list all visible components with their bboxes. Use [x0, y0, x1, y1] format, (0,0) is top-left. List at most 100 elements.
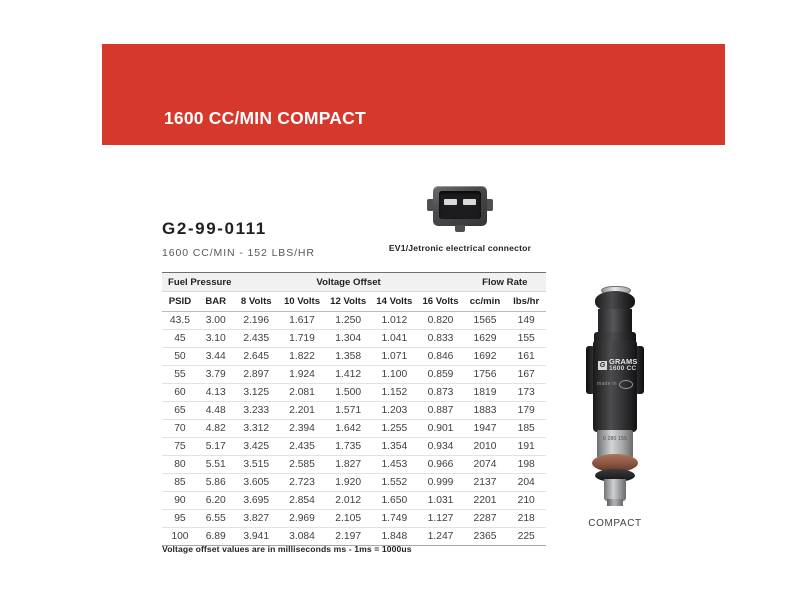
cell-lbs-hr: 185 [506, 419, 546, 438]
connector-blade-right [463, 199, 476, 205]
table-head: Fuel Pressure Voltage Offset Flow Rate P… [162, 272, 546, 312]
cell-16-volts: 1.031 [417, 491, 464, 510]
cell-12-volts: 2.197 [325, 527, 372, 546]
cell-16-volts: 1.247 [417, 527, 464, 546]
cell-bar: 4.48 [197, 401, 234, 420]
product-header: G2-99-0111 1600 CC/MIN - 152 LBS/HR [162, 219, 315, 259]
injector-neck [598, 309, 632, 335]
injector-flow-label: 1600 CC [609, 364, 637, 372]
cell-8-volts: 3.605 [233, 473, 279, 492]
cell-14-volts: 1.012 [371, 311, 418, 330]
cell-8-volts: 3.695 [233, 491, 279, 510]
connector-figure: EV1/Jetronic electrical connector [388, 186, 532, 253]
cell-14-volts: 1.071 [371, 347, 418, 366]
cell-bar: 5.86 [197, 473, 234, 492]
cell-16-volts: 0.859 [417, 365, 464, 384]
cell-bar: 4.13 [197, 383, 234, 402]
cell-16-volts: 0.873 [417, 383, 464, 402]
injector-oval-mark-icon [619, 380, 633, 389]
injector-black-ring [595, 469, 635, 482]
cell-12-volts: 1.412 [325, 365, 372, 384]
cell-8-volts: 2.645 [233, 347, 279, 366]
cell-14-volts: 1.203 [371, 401, 418, 420]
table-row: 70 4.82 3.312 2.394 1.642 1.255 0.901 1947 185 [162, 419, 546, 438]
cell-bar: 3.00 [197, 311, 234, 330]
cell-psid: 80 [162, 455, 198, 474]
cell-bar: 5.51 [197, 455, 234, 474]
cell-8-volts: 2.196 [233, 311, 279, 330]
cell-psid: 70 [162, 419, 198, 438]
cell-10-volts: 2.201 [278, 401, 326, 420]
cell-12-volts: 1.827 [325, 455, 372, 474]
cell-12-volts: 1.735 [325, 437, 372, 456]
cell-10-volts: 1.719 [278, 329, 326, 348]
cell-bar: 3.44 [197, 347, 234, 366]
cell-8-volts: 3.941 [233, 527, 279, 546]
cell-cc-min: 2074 [463, 455, 507, 474]
column-header-8-volts: 8 Volts [233, 291, 279, 312]
cell-psid: 100 [162, 527, 198, 546]
injector-steel-text: 0 280 155 [603, 436, 628, 442]
cell-16-volts: 0.999 [417, 473, 464, 492]
cell-16-volts: 0.887 [417, 401, 464, 420]
cell-12-volts: 2.105 [325, 509, 372, 528]
cell-cc-min: 1629 [463, 329, 507, 348]
cell-cc-min: 1692 [463, 347, 507, 366]
cell-lbs-hr: 161 [506, 347, 546, 366]
cell-16-volts: 0.934 [417, 437, 464, 456]
cell-psid: 90 [162, 491, 198, 510]
cell-16-volts: 0.966 [417, 455, 464, 474]
cell-10-volts: 1.924 [278, 365, 326, 384]
cell-14-volts: 1.354 [371, 437, 418, 456]
column-header-bar: BAR [197, 291, 234, 312]
cell-lbs-hr: 225 [506, 527, 546, 546]
cell-12-volts: 1.358 [325, 347, 372, 366]
cell-10-volts: 2.854 [278, 491, 326, 510]
cell-16-volts: 0.833 [417, 329, 464, 348]
cell-cc-min: 1565 [463, 311, 507, 330]
table-body: 43.5 3.00 2.196 1.617 1.250 1.012 0.820 1565 149… [162, 311, 546, 546]
cell-cc-min: 2365 [463, 527, 507, 546]
column-header-10-volts: 10 Volts [278, 291, 326, 312]
injector-brand-name: GRAMS [609, 357, 638, 366]
grams-logo-icon: G [598, 360, 607, 370]
cell-16-volts: 1.127 [417, 509, 464, 528]
cell-bar: 6.89 [197, 527, 234, 546]
cell-8-volts: 3.312 [233, 419, 279, 438]
column-header-14-volts: 14 Volts [371, 291, 418, 312]
table-row: 50 3.44 2.645 1.822 1.358 1.071 0.846 1692 161 [162, 347, 546, 366]
part-subtitle: 1600 CC/MIN - 152 LBS/HR [162, 247, 315, 259]
cell-cc-min: 2137 [463, 473, 507, 492]
cell-12-volts: 1.571 [325, 401, 372, 420]
table-row: 75 5.17 3.425 2.435 1.735 1.354 0.934 2010 191 [162, 437, 546, 456]
cell-10-volts: 1.617 [278, 311, 326, 330]
cell-14-volts: 1.453 [371, 455, 418, 474]
cell-psid: 75 [162, 437, 198, 456]
cell-10-volts: 3.084 [278, 527, 326, 546]
cell-lbs-hr: 179 [506, 401, 546, 420]
column-header-16-volts: 16 Volts [417, 291, 464, 312]
cell-14-volts: 1.100 [371, 365, 418, 384]
injector-clip-left [586, 346, 595, 394]
cell-lbs-hr: 167 [506, 365, 546, 384]
cell-cc-min: 2287 [463, 509, 507, 528]
cell-lbs-hr: 210 [506, 491, 546, 510]
injector-o-ring [592, 454, 638, 472]
cell-bar: 3.10 [197, 329, 234, 348]
cell-12-volts: 1.304 [325, 329, 372, 348]
table-group-header-row: Fuel Pressure Voltage Offset Flow Rate [162, 272, 546, 292]
cell-lbs-hr: 218 [506, 509, 546, 528]
cell-lbs-hr: 155 [506, 329, 546, 348]
table-row: 80 5.51 3.515 2.585 1.827 1.453 0.966 2074 198 [162, 455, 546, 474]
cell-14-volts: 1.749 [371, 509, 418, 528]
cell-lbs-hr: 198 [506, 455, 546, 474]
header-banner: 1600 CC/MIN COMPACT [102, 44, 725, 145]
column-header-12-volts: 12 Volts [325, 291, 372, 312]
cell-12-volts: 1.250 [325, 311, 372, 330]
connector-well [439, 191, 481, 219]
injector-tip-end [607, 499, 623, 506]
injector-figure: G GRAMS 1600 CC made in 0 280 155 COMPAC… [556, 286, 674, 529]
cell-8-volts: 3.425 [233, 437, 279, 456]
connector-caption: EV1/Jetronic electrical connector [388, 243, 532, 253]
table-row: 45 3.10 2.435 1.719 1.304 1.041 0.833 1629 155 [162, 329, 546, 348]
